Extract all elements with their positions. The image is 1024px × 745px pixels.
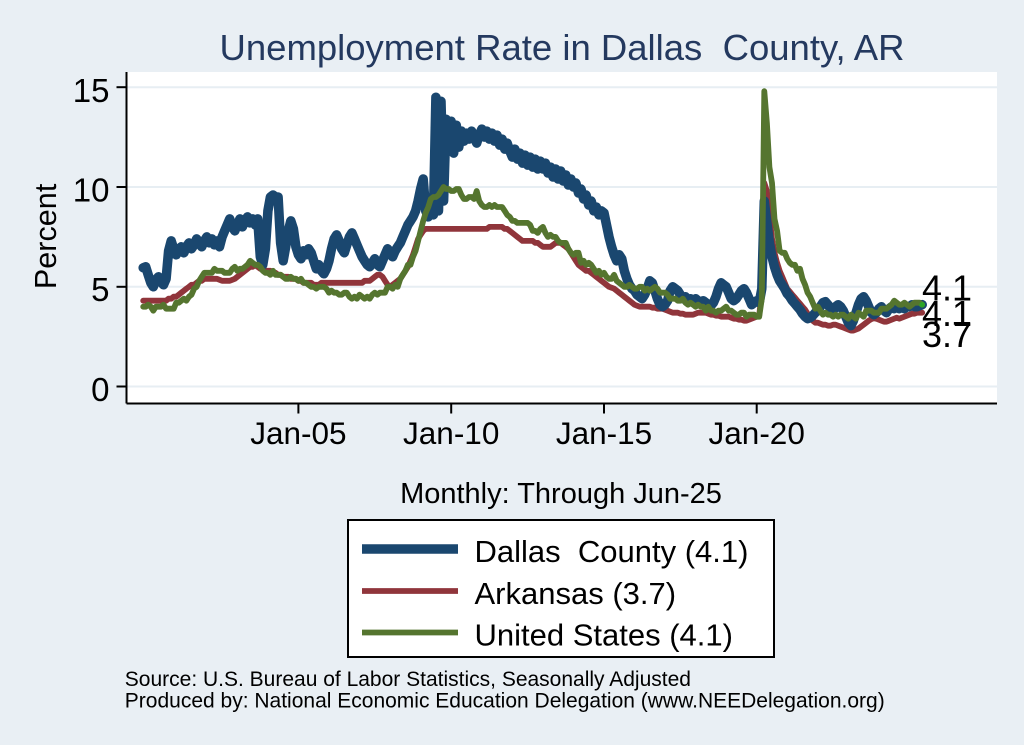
svg-text:Jan-15: Jan-15 <box>556 415 652 451</box>
svg-text:Unemployment Rate in Dallas C: Unemployment Rate in Dallas County, AR <box>219 27 904 68</box>
svg-text:10: 10 <box>73 172 110 209</box>
svg-text:Jan-20: Jan-20 <box>709 415 805 451</box>
svg-text:Dallas County (4.1): Dallas County (4.1) <box>475 534 749 569</box>
svg-text:Arkansas (3.7): Arkansas (3.7) <box>475 576 677 611</box>
svg-text:0: 0 <box>91 371 109 408</box>
svg-text:4.1: 4.1 <box>922 293 972 334</box>
svg-text:Jan-10: Jan-10 <box>403 415 499 451</box>
svg-text:United States (4.1): United States (4.1) <box>475 618 733 653</box>
svg-text:4.1: 4.1 <box>922 268 972 309</box>
svg-text:Produced by: National Economic: Produced by: National Economic Education… <box>125 690 885 713</box>
svg-text:Percent: Percent <box>29 183 63 289</box>
svg-text:Monthly: Through Jun-25: Monthly: Through Jun-25 <box>400 478 722 510</box>
svg-text:5: 5 <box>91 271 109 308</box>
svg-text:Jan-05: Jan-05 <box>250 415 346 451</box>
svg-text:3.7: 3.7 <box>922 314 972 355</box>
svg-text:15: 15 <box>73 72 110 109</box>
svg-text:Source: U.S. Bureau of Labor S: Source: U.S. Bureau of Labor Statistics,… <box>125 668 691 691</box>
